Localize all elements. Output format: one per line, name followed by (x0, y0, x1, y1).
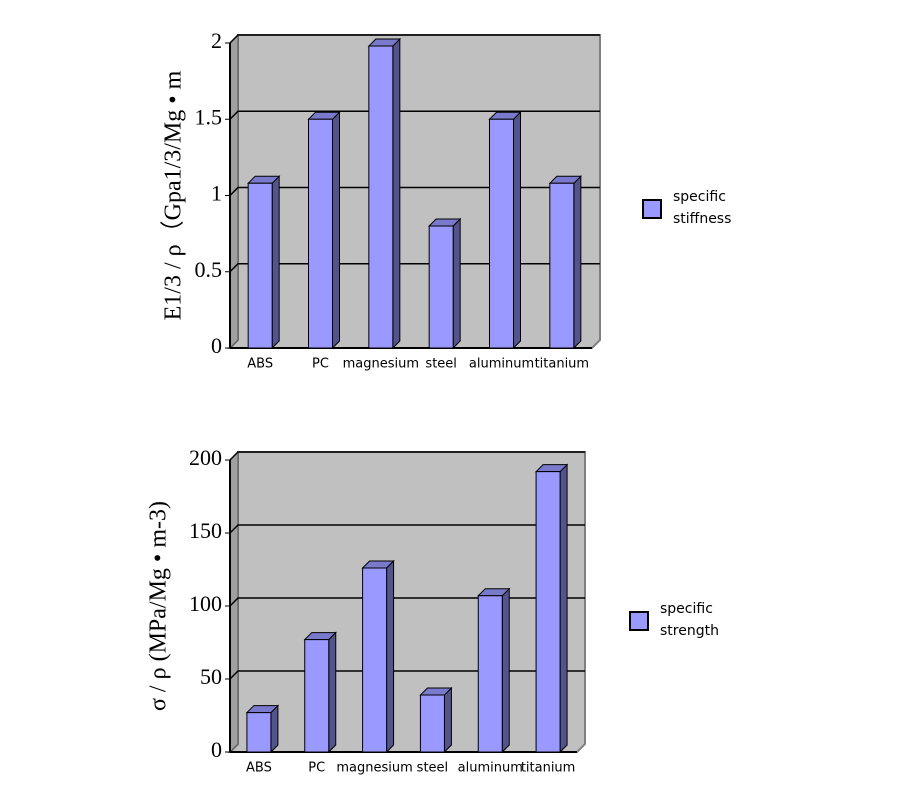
bar-front (477, 595, 503, 753)
bar (303, 631, 337, 754)
bar (367, 37, 402, 350)
bar-front (247, 182, 273, 349)
bar-side (452, 217, 461, 350)
bar-front (419, 694, 445, 753)
bar-side (328, 631, 337, 754)
grid-line (229, 451, 585, 461)
legend-label: specific stiffness (673, 189, 732, 227)
bar-side (443, 686, 452, 754)
bar-side (332, 111, 340, 350)
y-tick-label: 50 (200, 664, 222, 689)
bar (477, 587, 511, 754)
x-tick-label: PC (312, 357, 329, 372)
grid-line (229, 597, 585, 607)
bar-side (386, 559, 395, 754)
bar (361, 559, 395, 754)
bar (419, 686, 453, 754)
y-axis-label: E1/3 / ρ（Gpa1/3/Mg • m (161, 70, 187, 320)
x-tick-label: aluminum (458, 761, 523, 776)
grid-line (229, 670, 585, 680)
bar-side (270, 704, 279, 754)
x-tick-label: steel (425, 357, 456, 372)
y-tick-label: 0 (211, 737, 222, 762)
y-tick-label: 150 (189, 518, 222, 543)
bar (246, 175, 281, 350)
y-tick-label: 100 (189, 591, 222, 616)
bar-front (362, 567, 388, 753)
legend-swatch (642, 199, 662, 219)
grid-line (229, 524, 585, 534)
bar-front (368, 45, 394, 349)
x-tick-label: titanium (535, 357, 590, 372)
plot-back (227, 451, 586, 753)
bar-front (246, 712, 272, 753)
bar-side (573, 175, 582, 350)
bar-side (513, 111, 521, 350)
y-tick-label: 200 (189, 445, 222, 470)
y-tick-label: 0 (211, 333, 222, 358)
bar-front (428, 225, 454, 349)
grid-line (229, 263, 600, 273)
bar (245, 704, 280, 754)
x-tick-label: titanium (521, 761, 576, 776)
bar-side (501, 587, 510, 754)
x-tick-label: magnesium (343, 357, 419, 372)
bar (534, 463, 569, 754)
bar (427, 217, 462, 350)
y-tick-label: 1.5 (195, 104, 223, 129)
y-tick-label: 0.5 (195, 257, 223, 282)
grid-line (229, 110, 600, 120)
bar-side (392, 37, 401, 350)
x-tick-label: ABS (247, 357, 273, 372)
y-tick-label: 1 (211, 181, 222, 206)
grid-line (229, 186, 600, 197)
bar (488, 111, 522, 350)
x-tick-label: magnesium (336, 761, 412, 776)
bar-front (489, 118, 514, 349)
x-tick-label: PC (308, 761, 325, 776)
bar-front (549, 182, 575, 349)
bar (548, 175, 583, 350)
bar-front (535, 471, 561, 753)
bar-front (308, 118, 333, 349)
bar-side (559, 463, 568, 754)
plot-back (227, 34, 601, 349)
x-tick-label: steel (417, 761, 448, 776)
bar (307, 111, 341, 350)
y-axis-label: σ / ρ (MPa/Mg • m-3) (146, 501, 172, 711)
x-tick-label: aluminum (469, 357, 534, 372)
bar-side (271, 175, 280, 350)
x-tick-label: ABS (246, 761, 272, 776)
y-tick-label: 2 (211, 28, 222, 53)
legend-label: specific strength (660, 601, 719, 639)
bar-front (304, 639, 330, 753)
legend-swatch (629, 611, 649, 631)
grid-line (229, 34, 600, 44)
